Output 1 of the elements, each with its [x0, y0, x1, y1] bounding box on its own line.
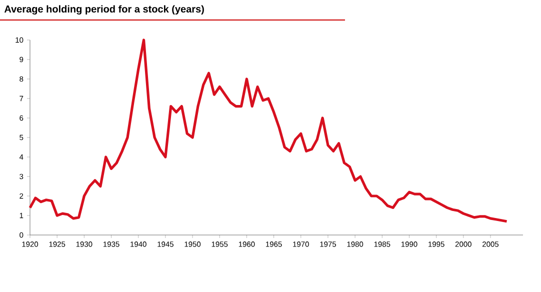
chart-title: Average holding period for a stock (years) — [4, 5, 204, 15]
